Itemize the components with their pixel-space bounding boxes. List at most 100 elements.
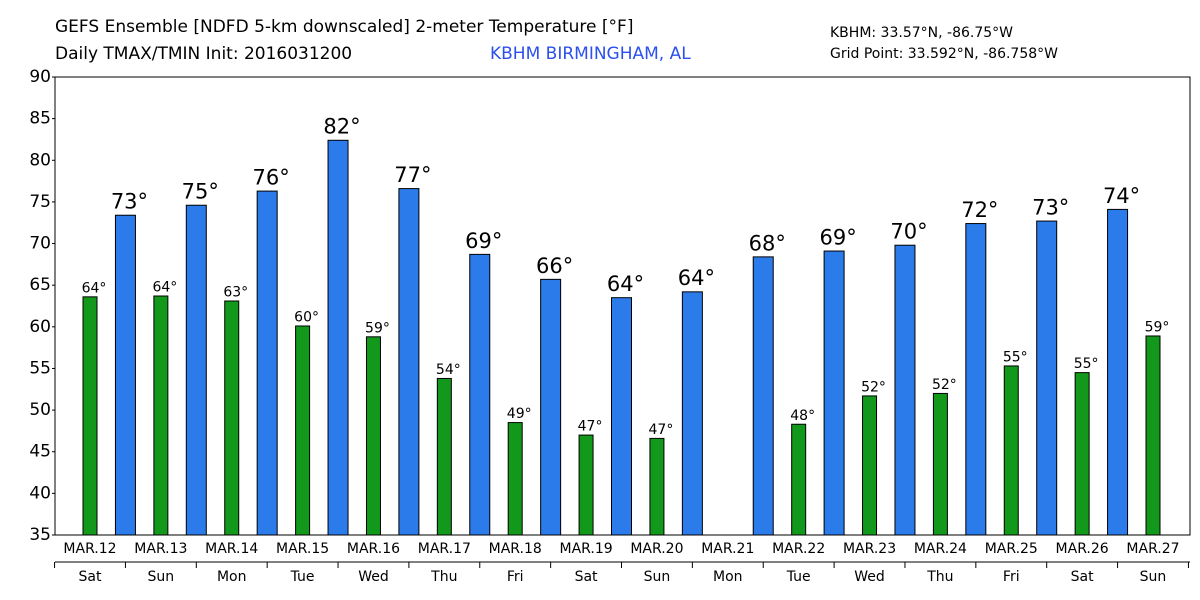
bar (823, 250, 845, 536)
weekday-label: Sat (575, 569, 598, 585)
value-label: 64° (678, 266, 715, 290)
bar (1003, 365, 1019, 536)
grid-point: Grid Point: 33.592°N, -86.758°W (830, 46, 1058, 62)
weekday-label: Thu (926, 569, 953, 585)
x-tick-label: MAR.22 (772, 541, 825, 557)
value-label: 68° (749, 231, 786, 255)
weekday-label: Thu (430, 569, 457, 585)
value-label: 47° (578, 419, 603, 435)
bar (82, 296, 98, 536)
bar (398, 188, 420, 536)
value-label: 72° (961, 198, 998, 222)
value-label: 52° (932, 377, 957, 393)
x-tick-label: MAR.20 (630, 541, 683, 557)
weekday-label: Tue (786, 569, 811, 585)
value-label: 73° (111, 190, 148, 214)
value-label: 47° (649, 422, 674, 438)
bar (611, 297, 632, 536)
x-tick-label: MAR.16 (347, 541, 400, 557)
value-label: 73° (1032, 195, 1069, 219)
chart-subtitle: Daily TMAX/TMIN Init: 2016031200 (55, 44, 352, 64)
bar (1036, 220, 1058, 536)
value-label: 76° (253, 165, 290, 189)
bar (224, 300, 240, 536)
bar (681, 291, 703, 536)
bar (295, 325, 311, 536)
weekday-label: Fri (507, 569, 524, 585)
y-tick-label: 45 (29, 442, 51, 462)
value-label: 75° (182, 180, 219, 204)
y-tick-label: 90 (29, 67, 51, 87)
station: KBHM BIRMINGHAM, AL (490, 44, 691, 64)
value-label: 64° (152, 280, 177, 296)
y-tick-label: 60 (29, 317, 51, 337)
bar (507, 422, 523, 536)
bar (894, 244, 916, 536)
weekday-label: Sun (644, 569, 671, 585)
value-label: 66° (536, 254, 573, 278)
value-label: 59° (1145, 320, 1170, 336)
bar (256, 190, 278, 536)
bar (540, 278, 562, 536)
y-tick-label: 70 (29, 234, 51, 254)
x-tick-label: MAR.14 (205, 541, 258, 557)
value-label: 55° (1074, 356, 1099, 372)
value-label: 48° (790, 408, 815, 424)
y-tick-label: 50 (29, 400, 51, 420)
value-label: 74° (1103, 184, 1140, 208)
x-tick-label: MAR.21 (701, 541, 754, 557)
value-label: 60° (294, 310, 319, 326)
location: KBHM: 33.57°N, -86.75°W (830, 25, 1013, 41)
y-tick-label: 65 (29, 275, 51, 295)
weekday-label: Tue (290, 569, 315, 585)
chart-title: GEFS Ensemble [NDFD 5-km downscaled] 2-m… (55, 17, 633, 37)
bar (1074, 372, 1090, 536)
bar (578, 434, 594, 536)
value-label: 70° (890, 220, 927, 244)
weekday-label: Mon (713, 569, 743, 585)
x-tick-label: MAR.19 (559, 541, 612, 557)
weekday-label: Sat (1071, 569, 1094, 585)
value-label: 54° (436, 362, 461, 378)
x-tick-label: MAR.12 (63, 541, 116, 557)
weekday-label: Wed (358, 569, 389, 585)
x-tick-label: MAR.17 (418, 541, 471, 557)
x-tick-label: MAR.26 (1056, 541, 1109, 557)
value-label: 49° (507, 406, 532, 422)
bar (649, 437, 665, 536)
weekday-label: Sun (148, 569, 175, 585)
x-tick-label: MAR.25 (985, 541, 1038, 557)
value-label: 69° (819, 225, 856, 249)
bar (469, 253, 491, 536)
value-label: 63° (223, 285, 248, 301)
value-label: 64° (607, 272, 644, 296)
value-label: 64° (82, 280, 107, 296)
x-tick-label: MAR.15 (276, 541, 329, 557)
bar (153, 295, 169, 536)
y-tick-label: 80 (29, 150, 51, 170)
value-label: 52° (861, 380, 886, 396)
bar (1145, 335, 1161, 536)
bar (862, 395, 878, 536)
weekday-label: Sat (79, 569, 102, 585)
x-tick-label: MAR.13 (134, 541, 187, 557)
x-tick-label: MAR.23 (843, 541, 896, 557)
bar (752, 256, 774, 536)
value-label: 59° (365, 320, 390, 336)
y-tick-label: 40 (29, 483, 51, 503)
bar (1107, 208, 1129, 536)
bar (791, 423, 807, 536)
weekday-label: Mon (217, 569, 247, 585)
bar (327, 139, 349, 536)
bar (365, 336, 381, 536)
y-tick-label: 85 (29, 109, 51, 129)
x-tick-label: MAR.24 (914, 541, 967, 557)
weekday-label: Fri (1003, 569, 1020, 585)
x-tick-label: MAR.18 (489, 541, 542, 557)
y-tick-label: 35 (29, 525, 51, 545)
bar (114, 214, 136, 536)
bar (185, 204, 207, 536)
bar (436, 377, 452, 536)
weekday-label: Wed (854, 569, 885, 585)
